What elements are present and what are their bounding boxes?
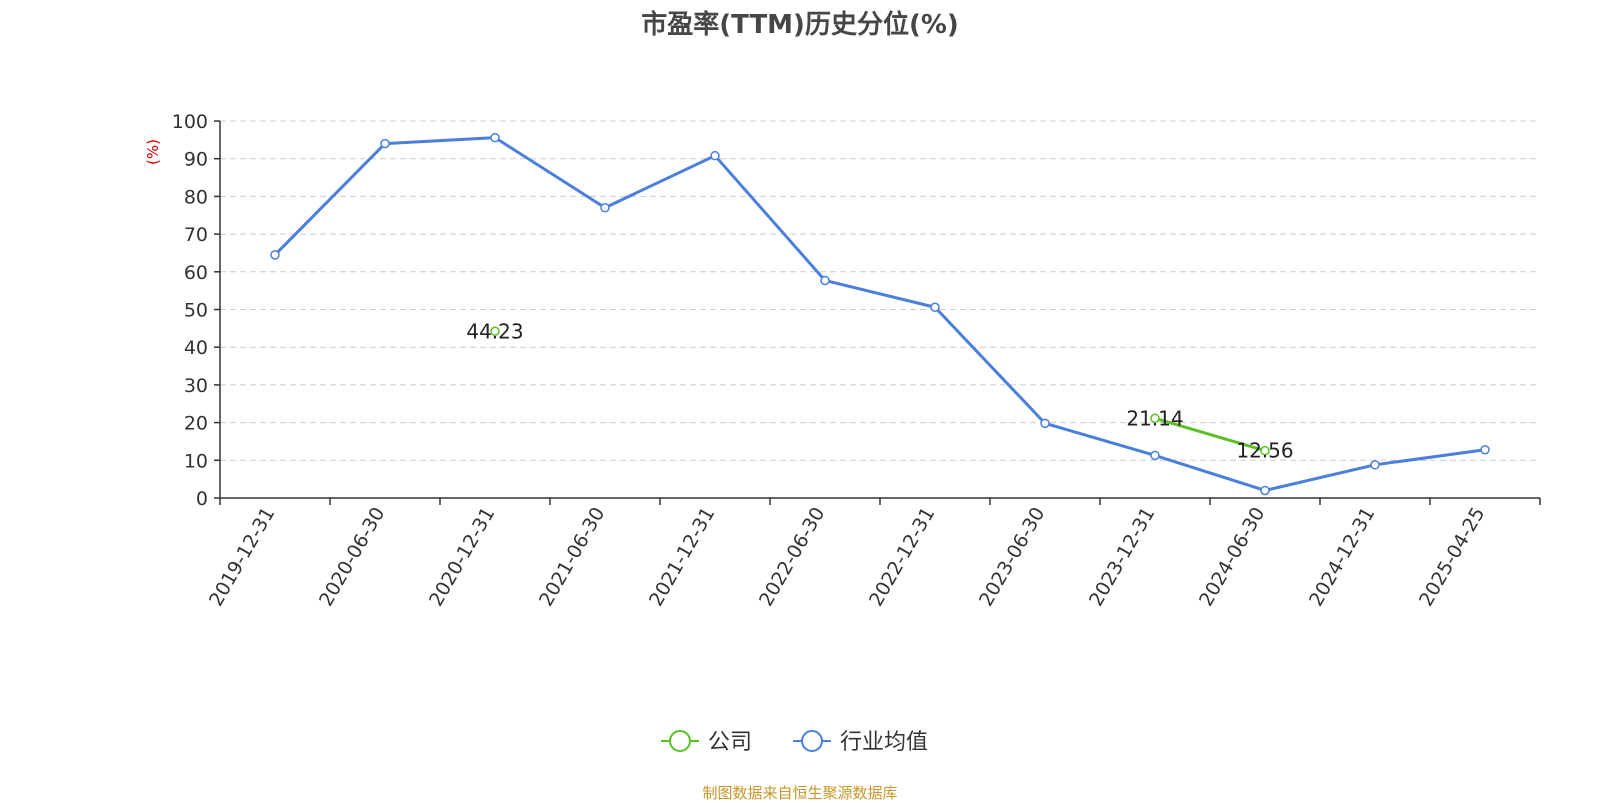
legend-label: 行业均值: [840, 730, 928, 755]
series-line: [1154, 416, 1266, 453]
axes: 0 10 20 30 40 50 60 70 80 90 100 2019-12-31 2020-06-…: [172, 111, 1541, 611]
data-point[interactable]: [1260, 485, 1270, 496]
y-tick-label: 50: [184, 300, 208, 322]
data-point[interactable]: [270, 250, 280, 260]
x-tick-label: 2021-06-30: [535, 504, 609, 611]
series-layer: [270, 132, 1490, 496]
x-tick-label: 2023-06-30: [975, 504, 1049, 611]
legend-circle-icon: [801, 730, 823, 752]
y-tick-label: 20: [184, 413, 208, 435]
data-labels: 44.23 21.14 12.56: [466, 319, 1293, 462]
x-tick-label: 2021-12-31: [645, 504, 719, 611]
y-tick-label: 40: [184, 337, 208, 359]
series-line: [273, 136, 1486, 492]
data-point[interactable]: [1370, 460, 1380, 470]
data-label: 44.23: [466, 319, 523, 343]
legend-item[interactable]: 行业均值: [793, 730, 928, 755]
data-point[interactable]: [930, 302, 940, 312]
data-point[interactable]: [490, 326, 500, 337]
data-point[interactable]: [380, 138, 390, 149]
x-tick-label: 2022-12-31: [865, 504, 939, 611]
x-tick-label: 2024-06-30: [1195, 504, 1269, 611]
data-point[interactable]: [820, 275, 830, 286]
legend-circle-icon: [669, 730, 691, 752]
y-tick-label: 10: [184, 450, 208, 472]
x-tick-label: 2020-12-31: [425, 504, 499, 611]
data-point[interactable]: [1040, 418, 1050, 429]
grid-lines: [220, 120, 1540, 461]
x-tick-label: 2024-12-31: [1305, 504, 1379, 611]
y-tick-label: 70: [184, 224, 208, 246]
x-tick-label: 2025-04-25: [1415, 504, 1489, 611]
legend-item[interactable]: 公司: [661, 730, 752, 755]
legend[interactable]: 公司 行业均值: [661, 730, 928, 755]
data-point[interactable]: [490, 132, 500, 143]
data-point[interactable]: [710, 150, 720, 161]
data-point[interactable]: [1260, 445, 1270, 456]
data-point[interactable]: [600, 202, 610, 213]
legend-label: 公司: [708, 730, 752, 755]
data-point[interactable]: [1480, 444, 1490, 455]
y-tick-label: 100: [172, 111, 208, 133]
x-tick-label: 2019-12-31: [205, 504, 279, 611]
x-tick-label: 2020-06-30: [315, 504, 389, 611]
data-point[interactable]: [1150, 413, 1160, 424]
chart-title: 市盈率(TTM)历史分位(%): [641, 10, 959, 40]
y-axis-title: (%): [144, 139, 162, 165]
x-tick-label: 2023-12-31: [1085, 504, 1159, 611]
x-tick-label: 2022-06-30: [755, 504, 829, 611]
y-tick-label: 0: [196, 488, 208, 510]
y-tick-label: 80: [184, 186, 208, 208]
y-tick-label: 60: [184, 262, 208, 284]
y-tick-label: 30: [184, 375, 208, 397]
data-point[interactable]: [1150, 450, 1160, 461]
data-label: 12.56: [1236, 439, 1293, 463]
data-label: 21.14: [1126, 406, 1183, 430]
y-tick-label: 90: [184, 149, 208, 171]
source-note: 制图数据来自恒生聚源数据库: [702, 784, 898, 802]
